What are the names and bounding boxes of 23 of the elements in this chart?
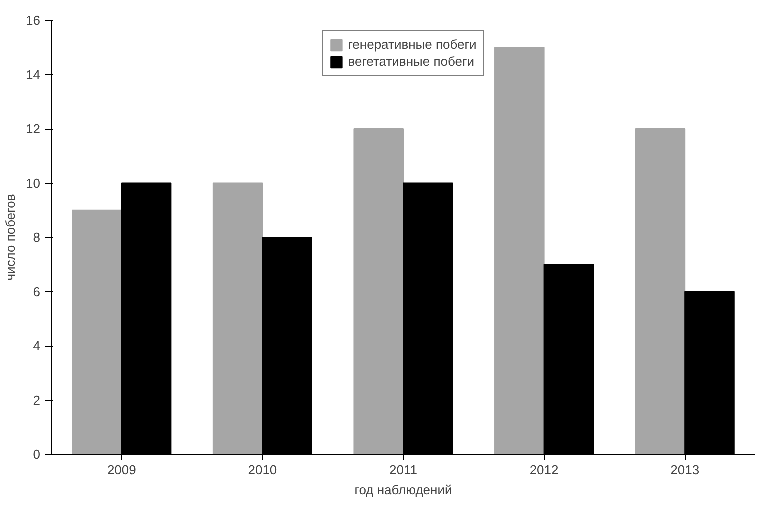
bar (212, 182, 264, 454)
y-tick-label: 2 (33, 392, 41, 408)
y-tick-label: 12 (26, 122, 41, 136)
y-tick-label: 4 (33, 338, 41, 354)
y-tick-label: 6 (33, 284, 41, 300)
bar (354, 128, 404, 454)
legend-label: вегетативные побеги (348, 54, 475, 69)
x-tick-label: 2013 (670, 462, 700, 478)
y-tick-label: 10 (26, 176, 41, 191)
x-axis-title: год наблюдений (354, 482, 452, 498)
y-tick-label: 8 (33, 230, 41, 245)
legend-label: генеративные побеги (348, 37, 477, 52)
x-tick-label: 2011 (390, 462, 418, 478)
x-tick-label: 2010 (248, 462, 278, 478)
x-tick-label: 2009 (107, 462, 136, 478)
bar (72, 210, 122, 454)
y-tick-label: 0 (33, 447, 41, 462)
x-tick-label: 2012 (530, 462, 559, 478)
bar (635, 128, 686, 454)
y-axis-title: число побегов (3, 194, 18, 281)
y-tick-label: 14 (26, 67, 41, 82)
y-tick-label: 16 (26, 13, 41, 28)
bar (494, 47, 545, 454)
